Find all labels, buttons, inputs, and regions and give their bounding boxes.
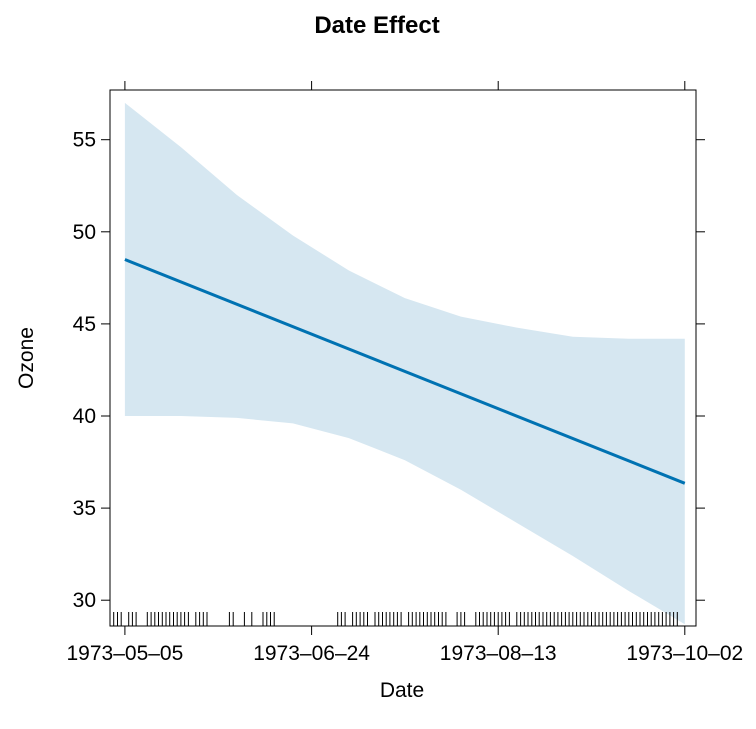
rug-marks (109, 612, 678, 626)
x-tick-label: 1973–10–02 (626, 642, 743, 665)
y-axis-label: Ozone (15, 327, 38, 389)
x-tick-label: 1973–08–13 (440, 642, 557, 665)
x-axis-label: Date (380, 679, 424, 702)
y-tick-label: 35 (73, 497, 96, 520)
x-tick-label: 1973–06–24 (253, 642, 370, 665)
y-tick-label: 30 (73, 589, 96, 612)
y-tick-label: 50 (73, 221, 96, 244)
y-tick-label: 55 (73, 129, 96, 152)
y-tick-label: 40 (73, 405, 96, 428)
trend-line (124, 258, 686, 485)
x-tick-label: 1973–05–05 (67, 642, 184, 665)
chart-title: Date Effect (314, 12, 439, 39)
confidence-band (124, 102, 685, 625)
plot-area (109, 89, 697, 627)
y-tick-label: 45 (73, 313, 96, 336)
y-axis: 30 35 40 45 50 55 (73, 129, 705, 612)
x-axis: 1973–05–05 1973–06–24 1973–08–13 1973–10–02 (67, 81, 743, 665)
plot-frame (109, 89, 697, 627)
